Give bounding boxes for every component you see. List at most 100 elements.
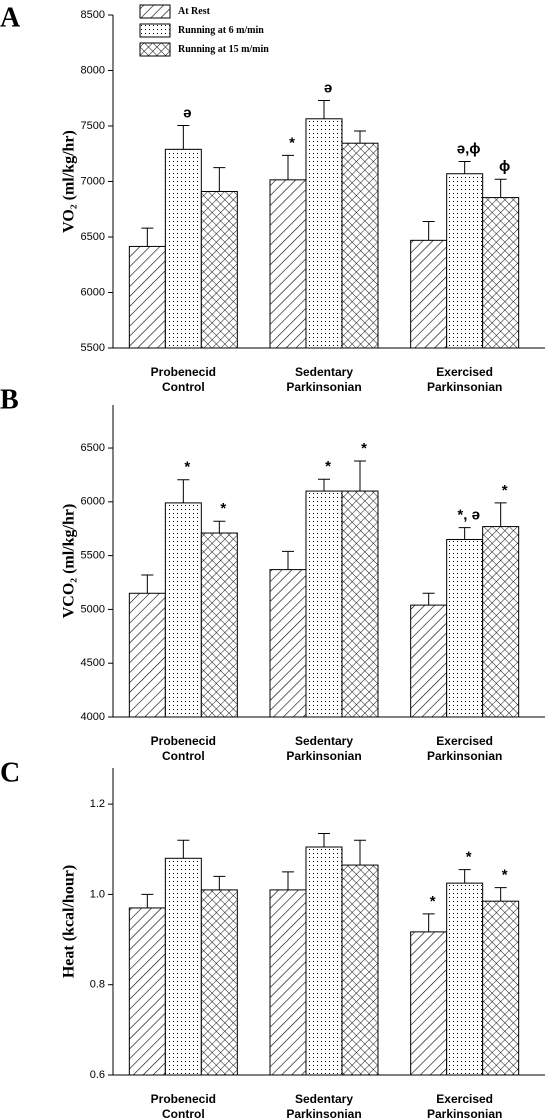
x-tick-label: Exercised — [436, 734, 493, 748]
legend-swatch — [139, 4, 171, 19]
bar — [269, 179, 307, 349]
error-bar — [458, 161, 471, 174]
annotation: * — [361, 440, 367, 457]
panel-label: C — [0, 757, 20, 788]
annotation: ə,ϕ — [457, 140, 481, 157]
error-bar — [354, 130, 366, 144]
y-tick-label: 8500 — [81, 9, 105, 21]
annotation: * — [466, 849, 472, 866]
error-bar — [318, 99, 330, 119]
y-tick-label: 6000 — [81, 496, 105, 508]
x-tick-label: Exercised — [436, 365, 493, 379]
y-axis-title: Heat (kcal/hour) — [61, 865, 78, 978]
y-tick-label: 1.0 — [90, 888, 105, 900]
error-bar — [422, 220, 435, 241]
annotation: * — [502, 867, 508, 884]
bar — [446, 882, 484, 1076]
panel-label: A — [0, 2, 21, 33]
error-bar — [141, 227, 154, 247]
legend-swatch — [139, 42, 171, 57]
bar — [305, 118, 343, 349]
error-bar — [354, 839, 366, 866]
y-tick-label: 6500 — [81, 442, 105, 454]
error-bar — [213, 520, 226, 534]
bar — [410, 931, 448, 1076]
annotation: *, ə — [457, 507, 480, 524]
error-bar — [213, 167, 226, 192]
y-axis-title: VCO₂ (ml/kg/hr) — [61, 504, 78, 619]
error-bar — [494, 502, 507, 527]
y-tick-label: 6000 — [81, 286, 105, 298]
bar — [341, 864, 379, 1076]
y-tick-label: 5000 — [81, 603, 105, 615]
panel-label: B — [0, 384, 19, 415]
bar — [446, 538, 484, 718]
y-tick-label: 0.6 — [90, 1069, 105, 1081]
bar — [200, 190, 238, 349]
x-tick-label: Parkinsonian — [286, 1107, 361, 1119]
error-bar — [318, 832, 330, 848]
annotation: * — [502, 482, 508, 499]
legend-label: Running at 6 m/min — [178, 25, 264, 36]
x-tick-label: Exercised — [436, 1092, 493, 1106]
x-tick-label: Parkinsonian — [286, 749, 361, 763]
x-tick-label: Parkinsonian — [286, 380, 361, 394]
bar — [482, 197, 520, 349]
legend-label: At Rest — [178, 6, 211, 17]
bar — [305, 846, 343, 1076]
bar — [200, 889, 238, 1076]
bar — [269, 569, 307, 718]
y-tick-label: 4500 — [81, 657, 105, 669]
error-bar — [282, 550, 294, 570]
bar — [164, 857, 202, 1076]
error-bar — [458, 869, 471, 884]
bar — [305, 490, 343, 718]
error-bar — [494, 178, 507, 198]
annotation: * — [184, 459, 190, 476]
x-tick-label: Parkinsonian — [427, 749, 502, 763]
error-bar — [141, 574, 154, 594]
annotation: * — [325, 458, 331, 475]
error-bar — [422, 913, 435, 932]
bar — [410, 239, 448, 349]
y-tick-label: 4000 — [81, 711, 105, 723]
bar — [164, 502, 202, 718]
error-bar — [213, 875, 226, 890]
bar — [482, 526, 520, 718]
x-tick-label: Probenecid — [151, 1092, 216, 1106]
x-tick-label: Sedentary — [295, 365, 353, 379]
x-tick-label: Sedentary — [295, 734, 353, 748]
x-tick-label: Sedentary — [295, 1092, 353, 1106]
bar — [164, 148, 202, 349]
y-tick-label: 5500 — [81, 550, 105, 562]
x-tick-label: Parkinsonian — [427, 1107, 502, 1119]
y-tick-label: 5500 — [81, 342, 105, 354]
x-tick-label: Parkinsonian — [427, 380, 502, 394]
bar — [482, 900, 520, 1076]
bar — [269, 889, 307, 1076]
x-tick-label: Control — [162, 380, 205, 394]
annotation: ə — [183, 104, 191, 121]
y-tick-label: 1.2 — [90, 798, 105, 810]
bar — [128, 592, 166, 718]
bar — [446, 173, 484, 349]
bar — [200, 532, 238, 718]
bar — [128, 245, 166, 349]
x-tick-label: Control — [162, 1107, 205, 1119]
x-tick-label: Control — [162, 749, 205, 763]
error-bar — [141, 893, 154, 908]
bar — [128, 907, 166, 1076]
bar — [341, 490, 379, 718]
y-tick-label: 6500 — [81, 231, 105, 243]
error-bar — [177, 124, 190, 150]
error-bar — [318, 478, 330, 492]
error-bar — [177, 479, 190, 503]
y-tick-label: 7500 — [81, 120, 105, 132]
annotation: * — [289, 134, 295, 151]
annotation: * — [430, 893, 436, 910]
annotation: ϕ — [499, 158, 510, 175]
bar — [341, 142, 379, 349]
legend-swatch — [139, 23, 171, 38]
